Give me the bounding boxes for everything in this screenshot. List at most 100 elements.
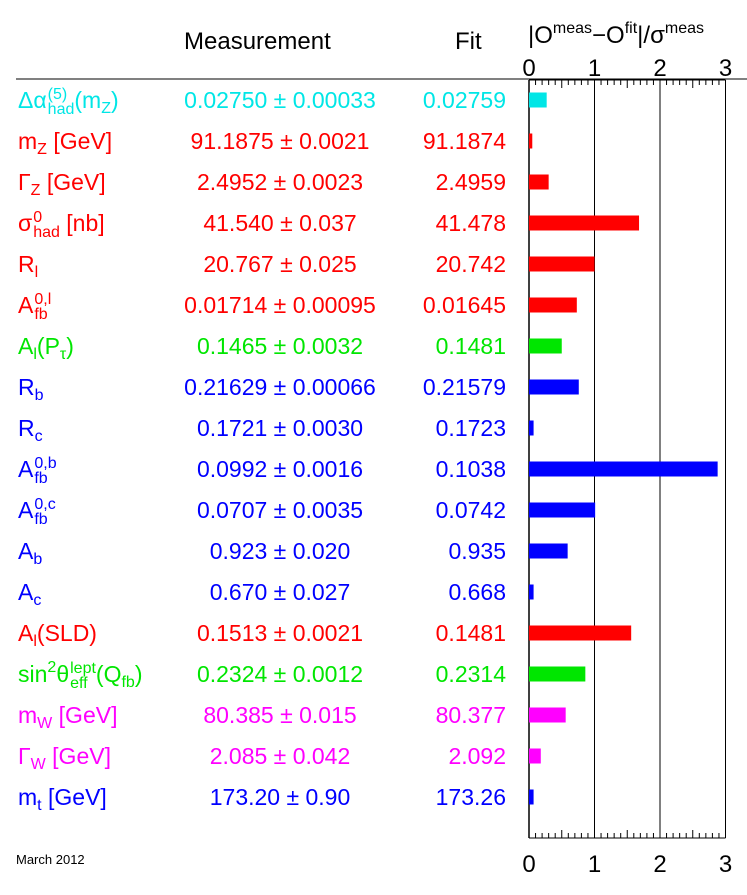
fit-value: 0.1481 [435, 620, 506, 646]
measurement-value: 2.085 ± 0.042 [209, 743, 351, 769]
fit-value: 80.377 [435, 702, 506, 728]
tick-label-top-3: 3 [719, 55, 732, 82]
observable-sub: fb [34, 305, 48, 323]
pull-bar-6 [529, 338, 562, 354]
observable-tail: (P [36, 333, 60, 359]
observable-sub: W [30, 756, 46, 773]
observable-tail: [GeV] [46, 128, 113, 154]
measurement-value: 91.1875 ± 0.0021 [190, 128, 370, 154]
observable-sub: fb [34, 469, 48, 487]
measurement-value: 0.21629 ± 0.00066 [184, 374, 376, 400]
tick-label-bottom-3: 3 [719, 851, 732, 878]
pull-title-minus: −O [592, 22, 625, 49]
observable-tail: (m [74, 87, 102, 113]
observable-tail: [GeV] [45, 743, 111, 769]
observable-name: ΓZ [GeV] [18, 163, 106, 201]
observable-tail: [nb] [59, 210, 105, 236]
observable-tail: [GeV] [40, 169, 106, 195]
observable-subsup: (5) had [48, 86, 75, 117]
table-row: σ 0 had [nb] 41.540 ± 0.037 41.478 [0, 204, 520, 242]
observable-sub: Z [37, 141, 47, 158]
table-row: mZ [GeV] 91.1875 ± 0.0021 91.1874 [0, 122, 520, 160]
observable-name: mt [GeV] [18, 778, 107, 816]
fit-value: 0.1723 [435, 415, 506, 441]
observable-sup: 0,c [34, 495, 56, 513]
observable-name: σ 0 had [nb] [18, 204, 105, 242]
observable-tail-end: ) [110, 87, 119, 113]
observable-symbol: A [18, 292, 34, 318]
observable-sub: c [34, 428, 43, 445]
observable-sup: lept [70, 659, 96, 677]
table-row: Rc 0.1721 ± 0.0030 0.1723 [0, 409, 520, 447]
observable-tail: [GeV] [52, 702, 118, 728]
chart-gridlines [528, 80, 726, 838]
tick-label-top-2: 2 [653, 55, 666, 82]
pull-title-fit: fit [624, 20, 638, 37]
observable-name: Rl [18, 245, 38, 283]
pull-bar-2 [529, 174, 549, 190]
measurement-value: 173.20 ± 0.90 [209, 784, 351, 810]
fit-value: 0.1481 [435, 333, 506, 359]
observable-name: mZ [GeV] [18, 122, 112, 160]
measurement-value: 0.670 ± 0.027 [209, 579, 351, 605]
table-row: Δα (5) had (mZ) 0.02750 ± 0.00033 0.02759 [0, 81, 520, 119]
observable-tail: (SLD) [36, 620, 97, 646]
fit-value: 0.02759 [422, 87, 506, 113]
pull-title-over: |/σ [637, 22, 665, 49]
pull-bar-12 [529, 584, 534, 600]
measurement-value: 20.767 ± 0.025 [203, 251, 357, 277]
table-row: Rb 0.21629 ± 0.00066 0.21579 [0, 368, 520, 406]
pull-bar-8 [529, 420, 534, 436]
fit-value: 41.478 [435, 210, 506, 236]
tick-label-bottom-1: 1 [588, 851, 601, 878]
pull-bar-3 [529, 215, 640, 231]
observable-tail: [GeV] [41, 784, 107, 810]
observable-name: Al(Pτ) [18, 327, 74, 365]
observable-subsup: 0 had [33, 209, 60, 241]
observable-symbol: A [18, 456, 34, 482]
measurement-value: 0.2324 ± 0.0012 [196, 661, 364, 687]
observable-symbol: R [18, 251, 35, 277]
observable-sub: c [33, 592, 42, 609]
observable-symbol: m [18, 702, 38, 728]
table-row: mt [GeV] 173.20 ± 0.90 173.26 [0, 778, 520, 816]
observable-subsup: 0,l fb [34, 291, 51, 323]
observable-sub: had [33, 223, 60, 241]
pull-title-meas: meas [552, 20, 593, 37]
observable-name: A 0,l fb [18, 286, 51, 324]
fit-value: 91.1874 [422, 128, 506, 154]
fit-value: 173.26 [435, 784, 506, 810]
table-row: Al(SLD) 0.1513 ± 0.0021 0.1481 [0, 614, 520, 652]
pull-bar-14 [529, 666, 586, 682]
observable-tail-sub: fb [121, 674, 135, 691]
observable-symbol: Γ [18, 169, 31, 195]
fit-value: 0.21579 [422, 374, 506, 400]
observable-symbol: A [18, 497, 34, 523]
observable-symbol: A [18, 620, 34, 646]
pull-bar-15 [529, 707, 566, 723]
observable-tail-sub: Z [101, 100, 111, 117]
observable-sub: l [34, 264, 39, 281]
observable-symbol: σ [18, 210, 33, 236]
observable-symbol: A [18, 333, 34, 359]
pull-bar-9 [529, 461, 718, 477]
observable-name: mW [GeV] [18, 696, 117, 734]
pull-bar-17 [529, 789, 534, 805]
pull-bar-1 [529, 133, 533, 149]
pull-title-open: |O [528, 22, 553, 49]
tick-label-top-1: 1 [588, 55, 601, 82]
pull-bar-10 [529, 502, 596, 518]
measurement-value: 0.1721 ± 0.0030 [196, 415, 364, 441]
observable-symbol: R [18, 415, 35, 441]
pull-title-meas2: meas [664, 20, 705, 37]
observable-sub: t [37, 797, 42, 814]
chart-bars [529, 92, 718, 805]
fit-value: 20.742 [435, 251, 506, 277]
chart-ticks: 0 0 1 1 2 2 3 3 [522, 55, 732, 878]
pull-bar-7 [529, 379, 579, 395]
table-row: A 0,l fb 0.01714 ± 0.00095 0.01645 [0, 286, 520, 324]
observable-tail-sub: τ [59, 346, 67, 363]
pull-bar-13 [529, 625, 632, 641]
fit-value: 0.2314 [435, 661, 506, 687]
